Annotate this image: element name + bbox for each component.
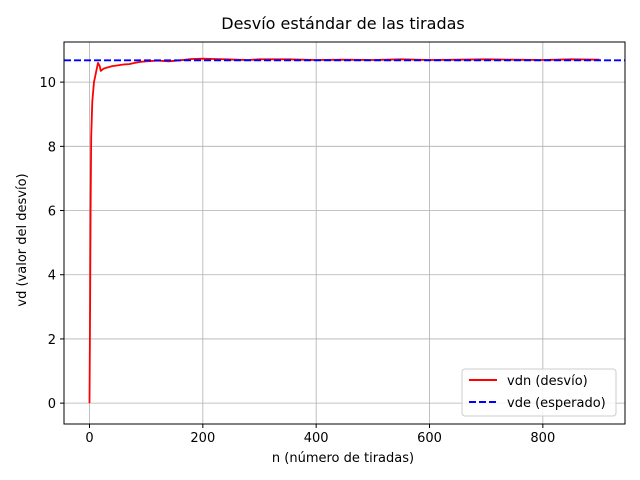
y-tick-label: 10 — [39, 76, 56, 91]
legend-label-vdn: vdn (desvío) — [507, 374, 588, 389]
y-tick-label: 4 — [48, 269, 56, 284]
plot-area — [64, 57, 625, 404]
axes-frame — [63, 41, 626, 425]
x-tick-label: 800 — [530, 431, 555, 446]
grid — [64, 42, 625, 424]
y-tick-label: 8 — [48, 140, 56, 155]
y-tick-label: 6 — [48, 205, 56, 220]
ticks: 0 200 400 600 800 0 2 4 6 8 10 — [39, 76, 555, 446]
x-tick-label: 400 — [304, 431, 329, 446]
x-tick-label: 0 — [85, 431, 93, 446]
chart-title: Desvío estándar de las tiradas — [221, 14, 464, 33]
x-tick-label: 600 — [417, 431, 442, 446]
y-tick-label: 0 — [48, 397, 56, 412]
x-tick-label: 200 — [190, 431, 215, 446]
legend-label-vde: vde (esperado) — [507, 396, 606, 411]
legend-box — [461, 368, 617, 417]
x-axis-label: n (número de tiradas) — [272, 451, 414, 466]
legend: vdn (desvío) vde (esperado) — [461, 368, 617, 417]
y-tick-label: 2 — [48, 333, 56, 348]
y-axis-label: vd (valor del desvío) — [15, 173, 30, 306]
